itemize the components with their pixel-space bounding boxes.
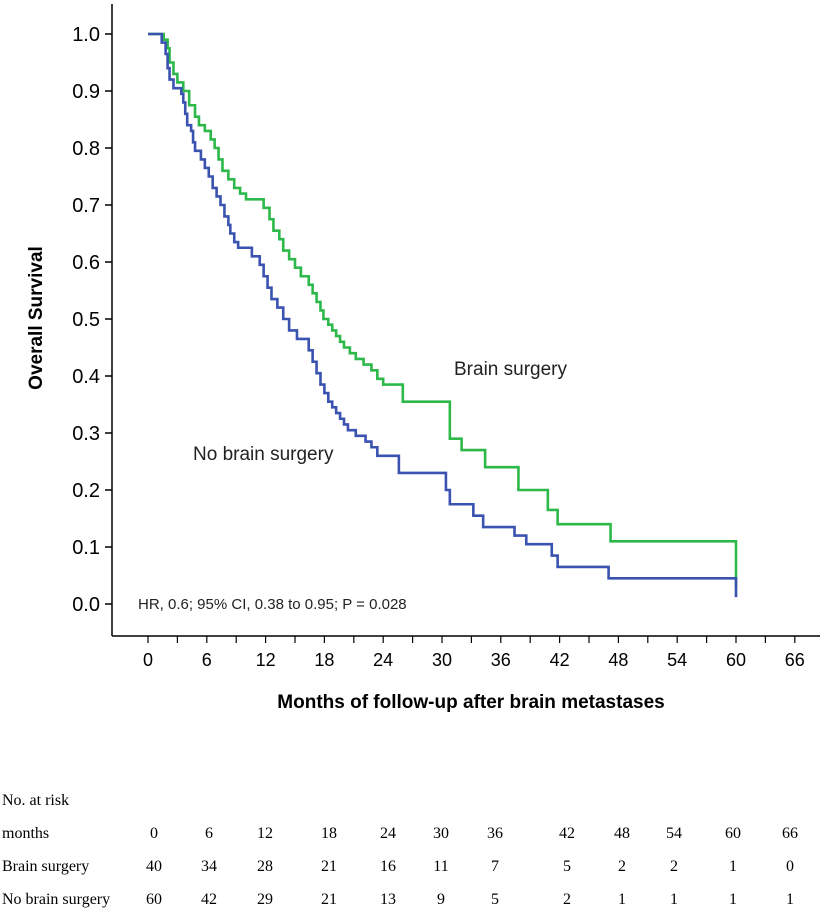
risk-table-row-label: Brain surgery [2, 858, 90, 875]
hazard-ratio-annotation: HR, 0.6; 95% CI, 0.38 to 0.95; P = 0.028 [138, 596, 407, 613]
y-axis-title: Overall Survival [26, 246, 47, 390]
x-tick-label: 12 [256, 650, 276, 670]
risk-table-cell: 29 [257, 891, 273, 908]
risk-table-month: 24 [380, 825, 396, 842]
x-tick-label: 6 [202, 650, 212, 670]
risk-table-month: 54 [666, 825, 682, 842]
risk-table-cell: 28 [257, 858, 273, 875]
risk-table-cell: 2 [563, 891, 571, 908]
y-tick-label: 0.4 [72, 366, 100, 388]
risk-table-cell: 21 [321, 891, 337, 908]
risk-table-month: 6 [205, 825, 213, 842]
x-tick-label: 42 [550, 650, 570, 670]
risk-table-cell: 16 [380, 858, 396, 875]
y-tick-label: 0.9 [72, 81, 100, 103]
risk-table-cell: 5 [563, 858, 571, 875]
y-tick-label: 0.1 [72, 537, 100, 559]
risk-table-cell: 11 [433, 858, 449, 875]
y-tick-label: 0.2 [72, 480, 100, 502]
risk-table-cell: 34 [201, 858, 217, 875]
brain-surgery-curve [148, 32, 738, 587]
risk-table: No. at risk months 0 6 12 18 24 30 36 42 48 54 60 6… [0, 780, 832, 910]
x-axis: 0 6 12 18 24 30 36 42 48 54 60 66 [112, 635, 820, 670]
x-tick-label: 18 [314, 650, 334, 670]
x-tick-label: 24 [373, 650, 393, 670]
y-tick-label: 0.3 [72, 423, 100, 445]
risk-table-cell: 1 [670, 891, 678, 908]
x-tick-label: 36 [491, 650, 511, 670]
risk-table-cell: 2 [670, 858, 678, 875]
risk-table-month: 36 [487, 825, 503, 842]
y-tick-label: 0.7 [72, 195, 100, 217]
risk-table-row-brain-surgery: Brain surgery 40 34 28 21 16 11 7 5 2 2 1 0 [0, 858, 832, 880]
risk-table-row-label: No brain surgery [2, 891, 111, 908]
risk-table-row-no-brain-surgery: No brain surgery 60 42 29 21 13 9 5 2 1 1 1 1 [0, 891, 832, 913]
x-tick-label: 0 [143, 650, 153, 670]
risk-table-month: 30 [433, 825, 449, 842]
risk-table-title: No. at risk [2, 792, 70, 809]
x-tick-label: 54 [667, 650, 687, 670]
risk-table-cell: 60 [146, 891, 162, 908]
x-tick-label: 60 [726, 650, 746, 670]
risk-table-cell: 21 [321, 858, 337, 875]
y-tick-label: 0.5 [72, 309, 100, 331]
risk-table-cell: 1 [729, 891, 737, 908]
risk-table-cell: 13 [380, 891, 396, 908]
x-tick-label: 48 [608, 650, 628, 670]
y-tick-label: 0.8 [72, 138, 100, 160]
risk-table-month: 12 [257, 825, 273, 842]
risk-table-month: 60 [725, 825, 741, 842]
risk-table-cell: 1 [786, 891, 794, 908]
risk-table-month: 42 [559, 825, 575, 842]
risk-table-cell: 9 [437, 891, 445, 908]
risk-table-months-label: months [2, 825, 50, 842]
y-tick-label: 0.6 [72, 252, 100, 274]
x-tick-label: 66 [785, 650, 805, 670]
x-tick-label: 30 [432, 650, 452, 670]
no-brain-surgery-curve [148, 32, 738, 598]
x-axis-title: Months of follow-up after brain metastas… [277, 692, 664, 713]
y-tick-label: 0.0 [72, 594, 100, 616]
risk-table-cell: 2 [618, 858, 626, 875]
y-tick-label: 1.0 [72, 24, 100, 46]
y-axis: 0.0 0.1 0.2 0.3 0.4 0.5 0.6 0.7 0.8 0.9 1.0 [72, 4, 113, 636]
risk-table-months-row: months 0 6 12 18 24 30 36 42 48 54 60 66 [0, 825, 832, 847]
risk-table-cell: 40 [146, 858, 162, 875]
risk-table-cell: 0 [786, 858, 794, 875]
no-brain-surgery-annotation: No brain surgery [193, 444, 334, 465]
risk-table-cell: 42 [201, 891, 217, 908]
survival-chart: 0.0 0.1 0.2 0.3 0.4 0.5 0.6 0.7 0.8 0.9 1.0 0 6 12 18… [26, 4, 820, 713]
survival-curves [148, 32, 738, 598]
risk-table-cell: 1 [618, 891, 626, 908]
risk-table-cell: 7 [491, 858, 499, 875]
risk-table-month: 66 [782, 825, 798, 842]
risk-table-title-row: No. at risk [0, 792, 832, 814]
risk-table-month: 0 [150, 825, 158, 842]
risk-table-month: 18 [321, 825, 337, 842]
risk-table-cell: 1 [729, 858, 737, 875]
brain-surgery-annotation: Brain surgery [454, 359, 567, 380]
risk-table-cell: 5 [491, 891, 499, 908]
risk-table-month: 48 [614, 825, 630, 842]
